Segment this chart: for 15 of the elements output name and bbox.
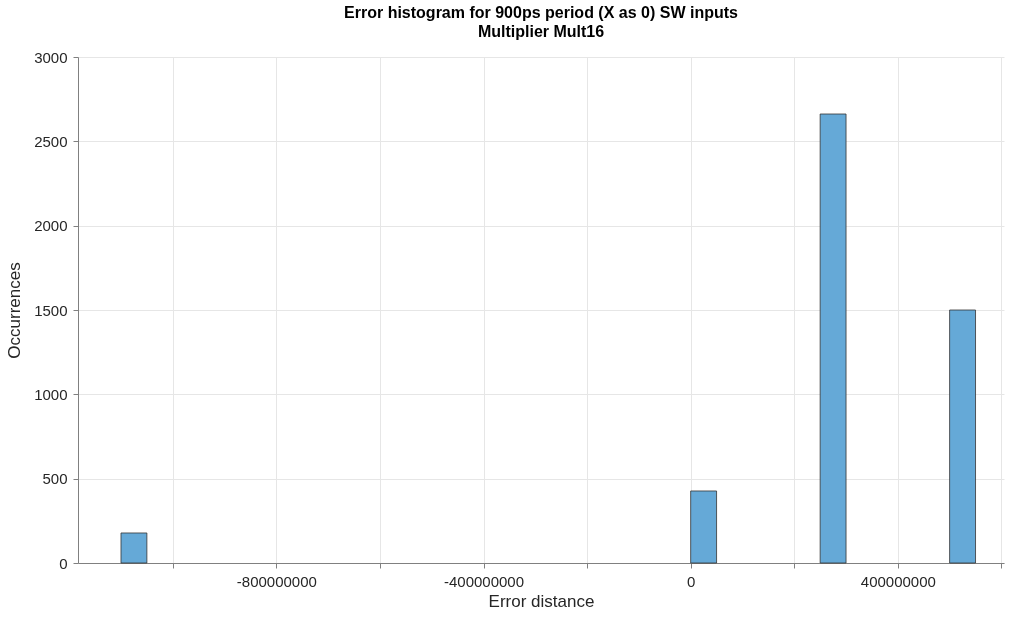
x-axis-title: Error distance [488, 591, 595, 611]
y-tick-label: 2000 [34, 217, 68, 235]
y-tick-label: 1000 [34, 385, 68, 403]
x-tick-label: 400000000 [860, 572, 936, 590]
chart-subtitle: Multiplier Mult16 [477, 23, 605, 40]
x-tick-label: 0 [687, 572, 696, 590]
x-tick-label: -800000000 [236, 572, 317, 590]
y-tick-label: 1500 [34, 301, 68, 319]
x-tick-label: -400000000 [443, 572, 525, 590]
y-tick-label: 500 [42, 470, 68, 488]
y-tick-label: 0 [59, 554, 68, 572]
y-tick-label: 3000 [34, 48, 68, 66]
y-axis-title: Occurrences [5, 262, 25, 359]
y-tick-label: 2500 [34, 132, 68, 150]
chart-title: Error histogram for 900ps period (X as 0) SW inputs [344, 4, 739, 21]
